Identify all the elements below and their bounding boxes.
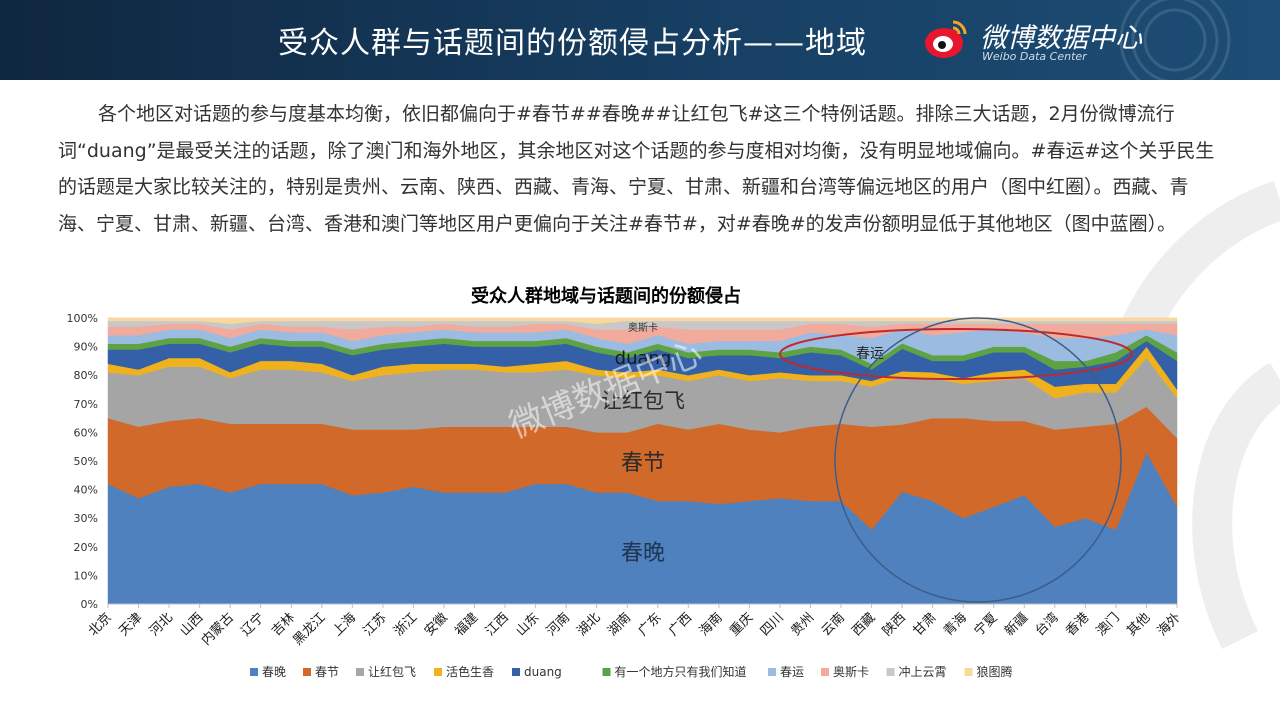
chart-labels: 春晚 春节 让红包飞 duang 奥斯卡 春运 (601, 321, 884, 566)
x-tick-label: 湖北 (575, 610, 604, 639)
x-tick-label: 四川 (758, 610, 787, 639)
x-tick-label: 湖南 (604, 610, 634, 640)
legend-label: 有一个地方只有我们知道 (615, 664, 747, 679)
y-tick-label: 100% (67, 312, 98, 325)
x-tick-label: 青海 (941, 610, 970, 639)
legend-swatch (602, 668, 611, 676)
label-chunyun: 春运 (856, 346, 884, 362)
x-tick-label: 河北 (147, 610, 176, 639)
legend-label: 奥斯卡 (833, 665, 869, 679)
legend-label: duang (524, 665, 562, 679)
x-tick-label: 台湾 (1032, 610, 1062, 640)
label-duang: duang (615, 348, 672, 369)
legend-label: 春运 (780, 665, 804, 679)
x-tick-label: 重庆 (727, 610, 757, 640)
analysis-paragraph: 各个地区对话题的参与度基本均衡，依旧都偏向于#春节##春晚##让红包飞#这三个特… (58, 103, 1215, 235)
x-tick-label: 云南 (818, 610, 848, 640)
x-tick-label: 新疆 (1001, 610, 1031, 640)
x-tick-label: 上海 (330, 610, 359, 639)
chart-areas (107, 317, 1178, 605)
y-tick-label: 90% (74, 341, 98, 354)
x-tick-label: 海南 (696, 610, 726, 640)
legend-label: 狼图腾 (977, 664, 1013, 679)
y-axis: 0% 10% 20% 30% 40% 50% 60% 70% 80% 90% 100% (67, 312, 98, 611)
x-tick-label: 江西 (483, 610, 512, 639)
label-hongbao: 让红包飞 (601, 389, 685, 413)
legend-swatch (821, 668, 829, 676)
x-tick-label: 黑龙江 (290, 610, 328, 648)
legend-label: 春晚 (262, 665, 286, 679)
x-tick-label: 北京 (86, 610, 115, 639)
label-chunjie: 春节 (621, 451, 665, 476)
x-tick-label: 天津 (116, 610, 145, 639)
x-tick-label: 辽宁 (238, 610, 268, 640)
legend-label: 春节 (315, 665, 339, 679)
y-tick-label: 50% (74, 455, 98, 468)
series-area-狼图腾 (107, 317, 1178, 324)
y-tick-label: 10% (74, 569, 98, 582)
y-tick-label: 0% (81, 598, 98, 611)
x-tick-label: 广东 (636, 610, 665, 639)
x-tick-label: 山东 (513, 610, 542, 639)
header-decoration (1119, 0, 1231, 80)
legend-swatch (964, 668, 973, 676)
x-tick-label: 安徽 (422, 610, 451, 639)
legend-swatch (768, 668, 776, 676)
legend-label: 让红包飞 (368, 664, 416, 679)
legend-swatch (886, 668, 895, 676)
legend-label: 活色生香 (446, 665, 494, 679)
legend-swatch (250, 668, 258, 676)
header-bar: 受众人群与话题间的份额侵占分析——地域 微博数据中心 Weibo Data Ce… (0, 0, 1280, 80)
legend-swatch (512, 668, 520, 676)
weibo-logo-icon (925, 20, 967, 58)
x-tick-label: 广西 (666, 610, 695, 639)
blue-highlight-circle (834, 317, 1122, 603)
y-tick-label: 80% (74, 369, 98, 382)
x-tick-label: 其他 (1124, 610, 1153, 639)
chart-legend: 春晚 春节 让红包飞 活色生香 duang 有一个地方只有我们知道 春运 奥斯卡 冲上云霄 狼图腾 (250, 664, 1013, 679)
label-oscar: 奥斯卡 (628, 321, 658, 334)
legend-swatch (434, 668, 442, 676)
logo-subtitle: Weibo Data Center (982, 50, 1087, 63)
x-tick-label: 浙江 (391, 610, 420, 639)
page-title: 受众人群与话题间的份额侵占分析——地域 (278, 26, 867, 61)
y-tick-label: 60% (74, 426, 98, 439)
x-tick-label: 西藏 (849, 610, 878, 639)
x-tick-label: 澳门 (1093, 610, 1123, 640)
legend-label: 冲上云霄 (899, 664, 947, 679)
y-tick-label: 20% (74, 541, 98, 554)
x-tick-label: 福建 (452, 610, 481, 639)
x-tick-label: 陕西 (880, 610, 909, 639)
legend-swatch (356, 668, 364, 676)
logo-name: 微博数据中心 (980, 23, 1142, 54)
x-tick-label: 海外 (1155, 610, 1184, 639)
x-tick-label: 江苏 (360, 610, 390, 640)
x-tick-label: 内蒙古 (198, 610, 237, 649)
chart-title: 受众人群地域与话题间的份额侵占 (471, 285, 741, 307)
x-tick-label: 河南 (543, 610, 573, 640)
label-chunwan: 春晚 (621, 541, 665, 566)
x-tick-label: 宁夏 (971, 610, 1001, 640)
red-highlight-circle (779, 328, 1133, 380)
x-tick-label: 香港 (1063, 610, 1092, 639)
y-tick-label: 70% (74, 398, 98, 411)
x-tick-label: 贵州 (788, 610, 817, 639)
legend-swatch (303, 668, 311, 676)
x-tick-label: 甘肃 (910, 610, 939, 639)
area-chart: 受众人群地域与话题间的份额侵占 0% 10% 20% 30% 40% 50% 60% 70% 8… (67, 285, 1184, 679)
y-tick-label: 40% (74, 484, 98, 497)
y-tick-label: 30% (74, 512, 98, 525)
